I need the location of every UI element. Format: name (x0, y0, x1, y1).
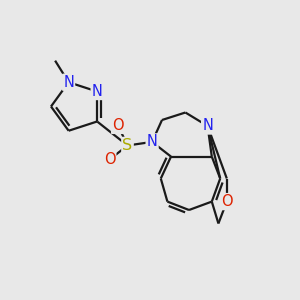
Text: O: O (221, 194, 232, 209)
Text: N: N (147, 134, 158, 149)
Text: S: S (122, 138, 133, 153)
Text: N: N (202, 118, 213, 134)
Text: N: N (92, 84, 103, 99)
Text: N: N (63, 75, 74, 90)
Text: O: O (104, 152, 115, 167)
Text: O: O (112, 118, 124, 133)
